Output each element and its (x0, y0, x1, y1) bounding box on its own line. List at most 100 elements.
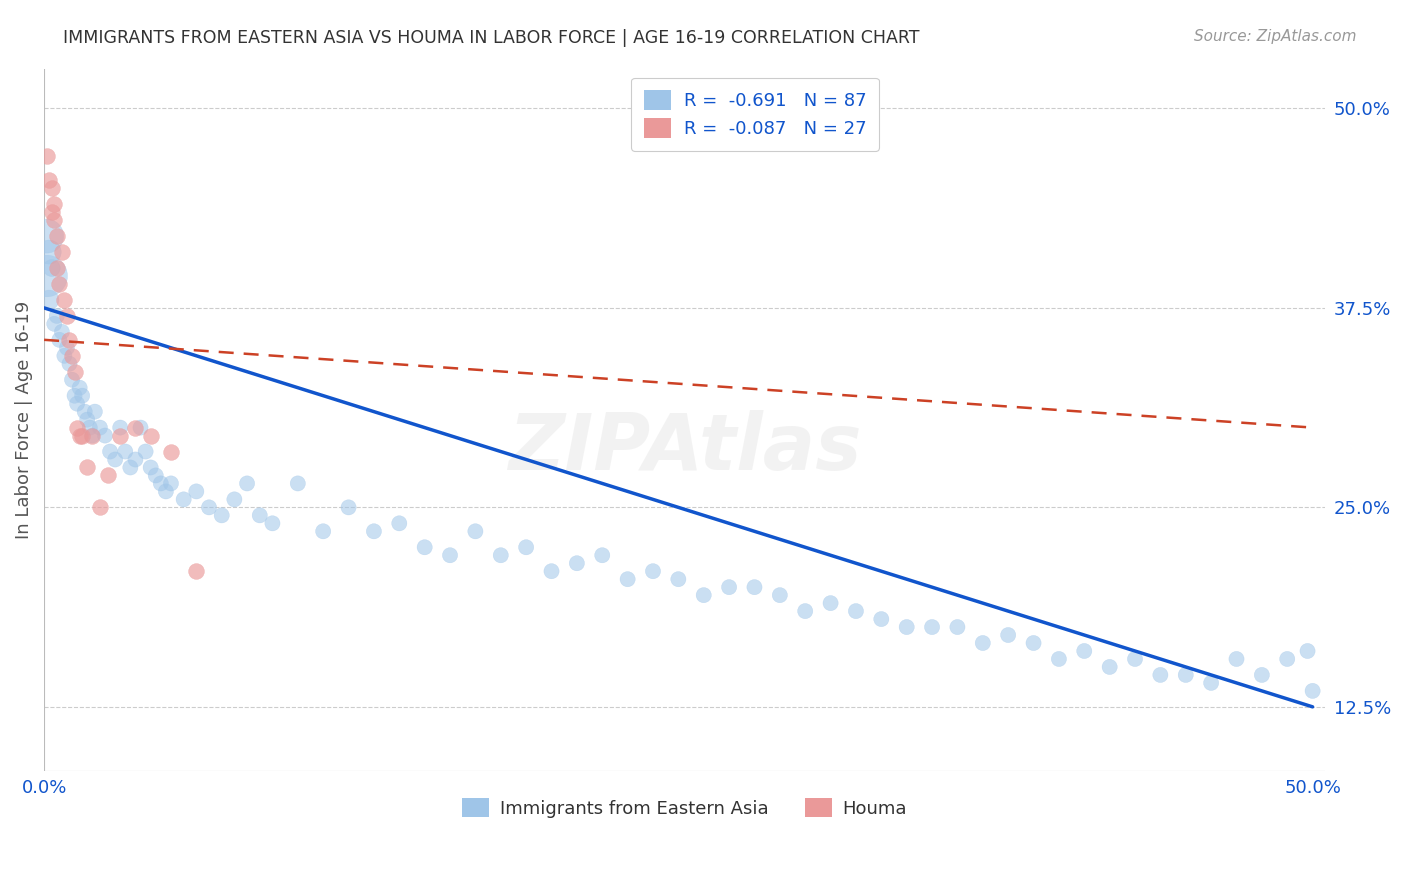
Point (41, 181, 63, 195)
Point (69, 381, 91, 395)
Point (160, 476, 183, 491)
Point (76, 460, 98, 475)
Point (104, 452, 127, 467)
Point (186, 564, 208, 578)
Point (51, 245, 73, 260)
Legend: Immigrants from Eastern Asia, Houma: Immigrants from Eastern Asia, Houma (456, 790, 914, 825)
Point (1277, 652, 1299, 666)
Y-axis label: In Labor Force | Age 16-19: In Labor Force | Age 16-19 (15, 301, 32, 539)
Point (44, 213, 66, 227)
Point (155, 484, 177, 499)
Point (76, 412, 98, 426)
Point (515, 541, 537, 555)
Point (82, 428, 104, 442)
Point (921, 620, 943, 634)
Point (439, 548, 461, 562)
Point (997, 628, 1019, 642)
Point (94, 428, 117, 442)
Point (69, 428, 91, 442)
Point (70, 428, 93, 442)
Point (896, 620, 918, 634)
Point (114, 444, 136, 458)
Point (53, 293, 76, 307)
Text: IMMIGRANTS FROM EASTERN ASIA VS HOUMA IN LABOR FORCE | AGE 16-19 CORRELATION CHA: IMMIGRANTS FROM EASTERN ASIA VS HOUMA IN… (63, 29, 920, 46)
Point (124, 420, 146, 434)
Point (211, 508, 233, 523)
Text: ZIPAtlas: ZIPAtlas (508, 409, 862, 485)
Point (173, 492, 195, 507)
Point (63, 365, 86, 379)
Point (236, 476, 259, 491)
Point (35, 149, 58, 163)
Point (1098, 660, 1121, 674)
Point (44, 317, 66, 331)
Text: Source: ZipAtlas.com: Source: ZipAtlas.com (1194, 29, 1357, 44)
Point (845, 604, 868, 618)
Point (363, 524, 385, 539)
Point (312, 524, 335, 539)
Point (53, 349, 76, 363)
Point (972, 636, 994, 650)
Point (337, 500, 360, 515)
Point (287, 476, 309, 491)
Point (60, 349, 83, 363)
Point (124, 452, 146, 467)
Point (96, 468, 118, 483)
Point (135, 444, 157, 458)
Point (145, 468, 167, 483)
Point (60, 373, 83, 387)
Point (139, 428, 162, 442)
Point (616, 572, 638, 586)
Point (38, 293, 60, 307)
Point (591, 548, 613, 562)
Point (224, 492, 246, 507)
Point (41, 205, 63, 219)
Point (1123, 652, 1146, 666)
Point (769, 588, 792, 602)
Point (98, 444, 121, 458)
Point (45, 260, 67, 275)
Point (946, 620, 969, 634)
Point (1296, 644, 1319, 658)
Point (56, 309, 79, 323)
Point (63, 389, 86, 403)
Point (489, 548, 512, 562)
Point (110, 428, 132, 442)
Point (565, 556, 588, 570)
Point (388, 516, 411, 531)
Point (160, 444, 183, 458)
Point (1149, 668, 1171, 682)
Point (1250, 668, 1272, 682)
Point (79, 420, 101, 434)
Point (120, 460, 142, 475)
Point (794, 604, 817, 618)
Point (413, 541, 436, 555)
Point (744, 580, 766, 594)
Point (641, 564, 664, 578)
Point (540, 564, 562, 578)
Point (1047, 652, 1070, 666)
Point (58, 357, 80, 371)
Point (249, 508, 271, 523)
Point (1073, 644, 1095, 658)
Point (1174, 668, 1197, 682)
Point (66, 420, 89, 434)
Point (41, 260, 63, 275)
Point (870, 612, 893, 626)
Point (139, 460, 162, 475)
Point (70, 389, 93, 403)
Point (48, 333, 70, 347)
Point (1022, 636, 1045, 650)
Point (1302, 684, 1324, 698)
Point (48, 277, 70, 291)
Point (82, 428, 104, 442)
Point (1225, 652, 1247, 666)
Point (35, 268, 58, 283)
Point (38, 173, 60, 187)
Point (45, 229, 67, 244)
Point (38, 245, 60, 260)
Point (35, 229, 58, 244)
Point (110, 420, 132, 434)
Point (149, 476, 172, 491)
Point (58, 333, 80, 347)
